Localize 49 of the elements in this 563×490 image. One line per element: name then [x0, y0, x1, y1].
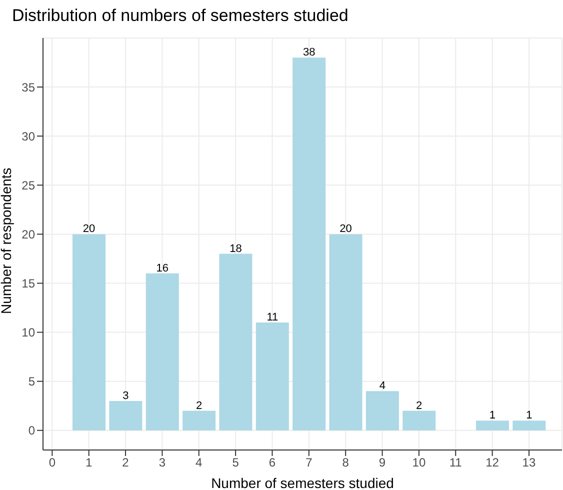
y-tick-label: 35	[22, 80, 36, 94]
bar	[256, 322, 289, 430]
data-label: 1	[489, 410, 496, 422]
y-axis-title: Number of respondents	[0, 168, 14, 314]
x-tick-label: 2	[122, 456, 130, 470]
x-tick-label: 3	[158, 456, 166, 470]
x-tick-label: 1	[86, 456, 93, 470]
data-label: 38	[302, 46, 316, 59]
x-tick-label: 9	[378, 456, 386, 470]
bar	[402, 410, 436, 430]
y-tick-label: 25	[22, 178, 36, 192]
y-tick-label: 20	[22, 227, 36, 242]
bar	[476, 420, 509, 430]
x-tick-label: 12	[486, 456, 500, 470]
y-tick-label: 0	[28, 424, 36, 438]
x-tick-label: 13	[522, 456, 536, 470]
y-tick-label: 10	[22, 326, 36, 340]
bar	[219, 254, 252, 430]
x-tick-label: 4	[196, 456, 203, 470]
y-tick-label: 30	[22, 129, 36, 144]
x-tick-label: 5	[232, 456, 240, 470]
bar	[146, 273, 179, 430]
data-label: 2	[416, 400, 422, 412]
y-tick-label: 5	[28, 374, 36, 389]
bar	[292, 58, 326, 430]
data-label: 3	[122, 390, 129, 402]
data-label: 1	[526, 410, 532, 422]
data-label: 20	[340, 223, 352, 236]
x-tick-label: 6	[268, 456, 276, 470]
y-tick-label: 15	[22, 276, 36, 290]
x-axis-title: Number of semesters studied	[211, 475, 394, 490]
x-tick-label: 7	[306, 456, 313, 470]
bar	[109, 400, 142, 430]
x-tick-label: 10	[412, 456, 426, 470]
x-tick-label: 11	[449, 456, 462, 470]
bar	[512, 420, 546, 430]
chart-title: Distribution of numbers of semesters studied	[12, 6, 348, 26]
bar	[329, 234, 362, 430]
data-label: 16	[156, 262, 168, 274]
bar	[366, 391, 399, 430]
data-label: 11	[266, 311, 278, 324]
bar	[72, 234, 106, 430]
data-label: 2	[196, 400, 202, 412]
x-tick-label: 0	[48, 456, 56, 470]
bar	[182, 410, 216, 430]
data-label: 4	[379, 380, 386, 392]
x-tick-label: 8	[342, 456, 350, 470]
data-label: 18	[230, 242, 242, 255]
data-label: 20	[82, 223, 96, 236]
